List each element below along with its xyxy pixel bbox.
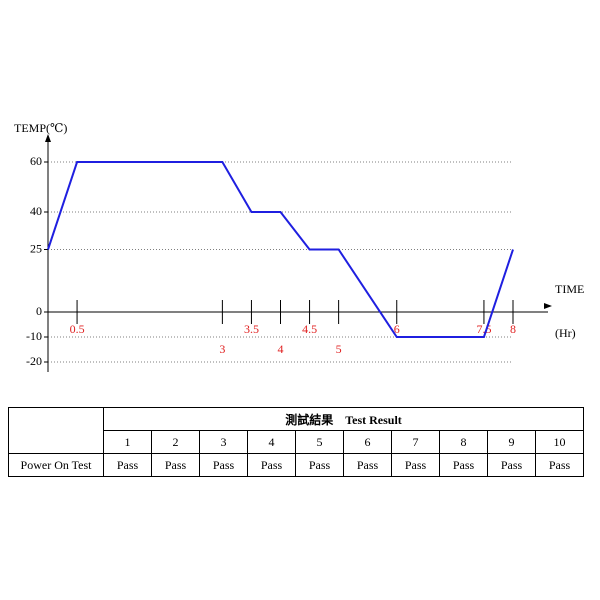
- column-header: 8: [439, 430, 488, 454]
- y-tick-label: 40: [30, 204, 42, 218]
- result-cell: Pass: [343, 453, 392, 477]
- chart: TEMP(℃) TIME (Hr) 60 40 25 0 -10 -20 0.5 3 3.5 4 4…: [14, 121, 584, 372]
- column-header: 6: [343, 430, 392, 454]
- result-cell: Pass: [295, 453, 344, 477]
- column-header: 4: [247, 430, 296, 454]
- x-tick-label: 3: [219, 342, 225, 356]
- column-header: 1: [103, 430, 152, 454]
- x-axis-arrow: [544, 303, 552, 309]
- column-header: 5: [295, 430, 344, 454]
- y-tick-label: 60: [30, 154, 42, 168]
- table-title: 測試結果 Test Result: [103, 407, 584, 431]
- y-axis-title: TEMP(℃): [14, 121, 67, 135]
- y-axis-arrow: [45, 134, 51, 142]
- corner-cell: [8, 407, 104, 454]
- column-header: 9: [487, 430, 536, 454]
- x-axis-unit: (Hr): [555, 326, 576, 340]
- temperature-line: [47, 161, 514, 338]
- x-axis-title: TIME: [555, 282, 584, 296]
- row-header: Power On Test: [8, 453, 104, 477]
- x-tick-label: 6: [394, 322, 400, 336]
- result-cell: Pass: [439, 453, 488, 477]
- column-header: 2: [151, 430, 200, 454]
- x-tick-label: 4: [278, 342, 284, 356]
- x-tick-label: 5: [336, 342, 342, 356]
- y-tick-label: -20: [26, 354, 42, 368]
- x-tick-label: 3.5: [244, 322, 259, 336]
- result-table: 測試結果 Test Result 1 2 3 4 5 6 7 8 9 10 Power On Te…: [8, 407, 584, 477]
- x-tick-label: 8: [510, 322, 516, 336]
- column-header: 7: [391, 430, 440, 454]
- y-tick-label: -10: [26, 329, 42, 343]
- x-tick-label: 0.5: [70, 322, 85, 336]
- column-header: 3: [199, 430, 248, 454]
- result-cell: Pass: [199, 453, 248, 477]
- result-cell: Pass: [151, 453, 200, 477]
- result-cell: Pass: [247, 453, 296, 477]
- column-header: 10: [535, 430, 584, 454]
- title-en: Test Result: [345, 412, 402, 427]
- title-zh: 測試結果: [285, 412, 334, 427]
- result-cell: Pass: [391, 453, 440, 477]
- y-tick-label: 0: [36, 304, 42, 318]
- result-cell: Pass: [535, 453, 584, 477]
- y-tick-label: 25: [30, 241, 42, 255]
- x-tick-label: 4.5: [302, 322, 317, 336]
- result-cell: Pass: [103, 453, 152, 477]
- result-cell: Pass: [487, 453, 536, 477]
